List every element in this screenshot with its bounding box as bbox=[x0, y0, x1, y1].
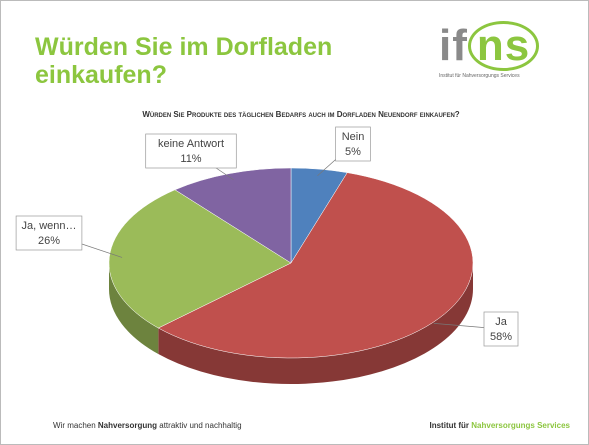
slide-title: Würden Sie im Dorfladen einkaufen? bbox=[35, 33, 395, 89]
value-label: 26% bbox=[38, 235, 60, 247]
category-label: Nein bbox=[342, 131, 365, 143]
value-label: 11% bbox=[180, 153, 201, 165]
footer-green: Nahversorgungs Services bbox=[471, 421, 570, 430]
value-label: 58% bbox=[490, 331, 512, 343]
slide: Nein5%Ja58%Ja, wenn…26%keine Antwort11% … bbox=[0, 0, 589, 445]
value-label: 5% bbox=[345, 146, 361, 158]
footer-left: Wir machen Nahversorgung attraktiv und n… bbox=[53, 421, 242, 430]
category-label: Ja bbox=[495, 316, 508, 328]
logo-tagline: Institut für Nahversorgungs Services bbox=[439, 73, 574, 79]
footer-right: Institut für Nahversorgungs Services bbox=[430, 421, 571, 430]
footer-bold: Nahversorgung bbox=[98, 421, 157, 430]
category-label: Ja, wenn… bbox=[21, 220, 76, 232]
chart-title: Würden Sie Produkte des täglichen Bedarf… bbox=[101, 108, 501, 122]
footer-bold: Institut für bbox=[430, 421, 472, 430]
logo-left: if bbox=[439, 21, 468, 70]
logo-right: ns bbox=[468, 21, 539, 71]
footer-text: attraktiv und nachhaltig bbox=[157, 421, 242, 430]
footer-text: Wir machen bbox=[53, 421, 98, 430]
category-label: keine Antwort bbox=[158, 138, 224, 150]
